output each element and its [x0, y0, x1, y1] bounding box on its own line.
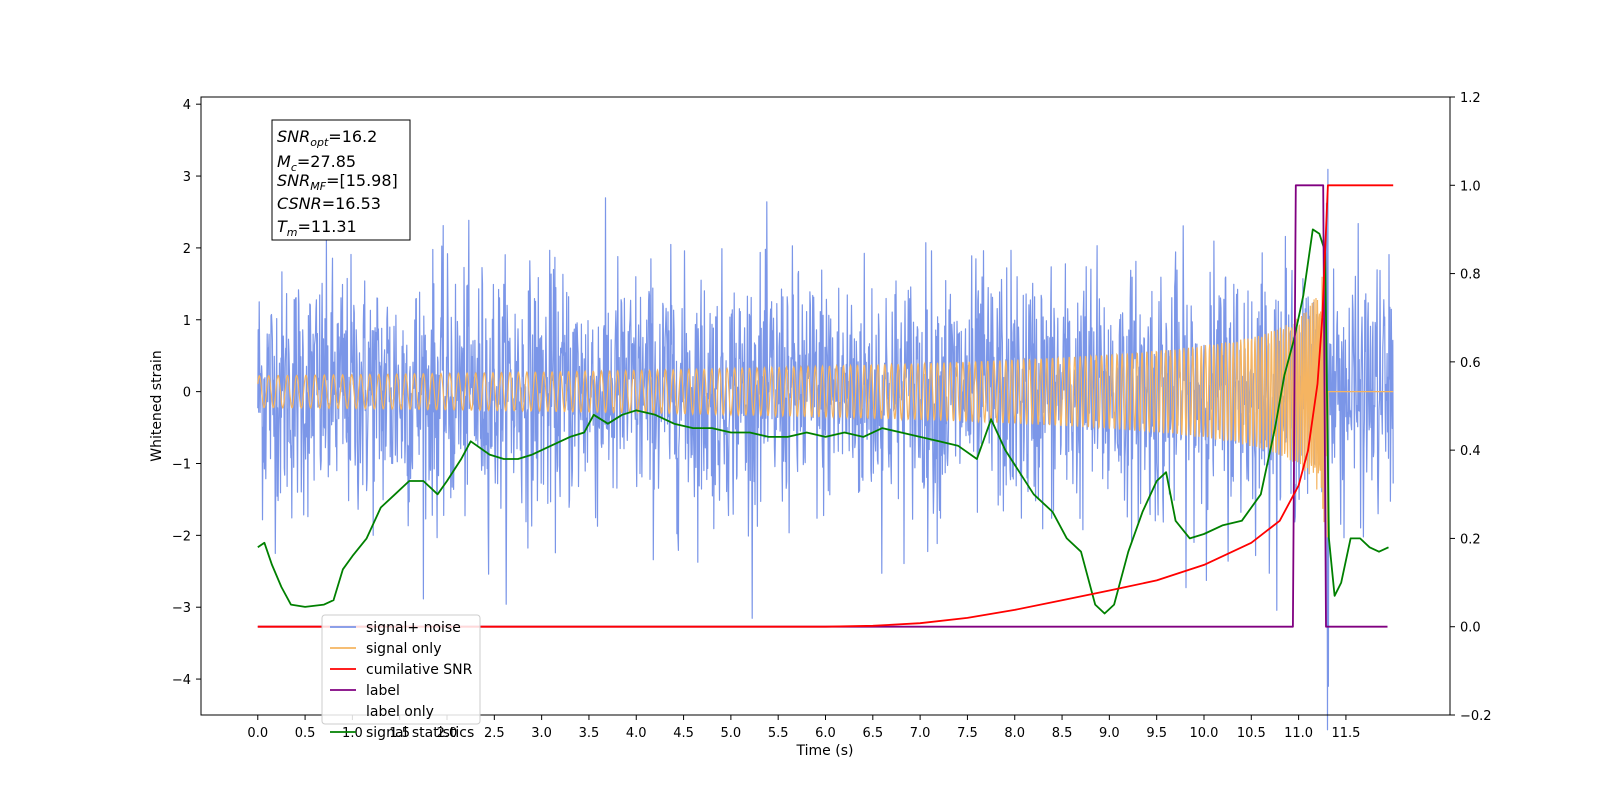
x-tick-label: 3.5: [579, 726, 600, 741]
legend-entry-label: cumilative SNR: [366, 662, 473, 678]
x-tick-label: 5.5: [768, 726, 789, 741]
plot-area: [257, 168, 1394, 731]
legend: signal+ noise signal only cumilative SNR la…: [321, 614, 481, 741]
y-left-tick-label: 3: [183, 170, 191, 185]
x-tick-label: 7.5: [957, 726, 978, 741]
annotation-line: SNRMF=[15.98]: [277, 171, 398, 193]
x-tick-label: 0.0: [247, 726, 268, 741]
y-left-tick-label: −1: [172, 457, 191, 472]
x-tick-label: 9.0: [1099, 726, 1120, 741]
y-axis-label-left: Whitened strain: [149, 350, 165, 461]
x-tick-label: 8.0: [1004, 726, 1025, 741]
y-right-tick-label: −0.2: [1460, 709, 1492, 724]
y-left-tick-label: 1: [183, 314, 191, 329]
x-tick-label: 10.5: [1237, 726, 1266, 741]
legend-entry-label: label: [366, 683, 400, 699]
x-tick-label: 6.5: [862, 726, 883, 741]
y-left-tick-label: −4: [172, 673, 191, 688]
x-tick-label: 7.0: [910, 726, 931, 741]
x-tick-label: 3.0: [531, 726, 552, 741]
y-left-tick-label: 0: [183, 386, 191, 401]
y-right-tick-label: 0.2: [1460, 532, 1481, 547]
x-tick-label: 6.0: [815, 726, 836, 741]
x-tick-label: 9.5: [1146, 726, 1167, 741]
series-signal-statistics: [257, 228, 1389, 615]
axis-ticks: 0.0 0.5 1.0 1.5 2.0 2.5 3.0 3.5 4.0 4.5 5.0 5.5 6.0 6…: [172, 91, 1492, 741]
legend-entry-label: signal only: [366, 641, 441, 657]
x-tick-label: 2.5: [484, 726, 505, 741]
y-left-tick-label: 4: [183, 98, 191, 113]
x-axis-label: Time (s): [796, 743, 854, 759]
annotation-frame: [271, 119, 411, 241]
x-tick-label: 0.5: [295, 726, 316, 741]
x-tick-label: 1.0: [342, 726, 363, 741]
y-left-tick-label: 2: [183, 242, 191, 257]
x-tick-label: 11.5: [1331, 726, 1360, 741]
y-right-tick-label: 0.8: [1460, 268, 1481, 283]
stats-annotation-box: SNRopt=16.2 Mc=27.85SNRMF=[15.98]CSNR=16.…: [271, 119, 411, 241]
annotation-line: CSNR=16.53: [277, 194, 381, 213]
x-tick-label: 5.0: [721, 726, 742, 741]
y-left-tick-label: −2: [172, 529, 191, 544]
annotation-line: Mc=27.85: [277, 152, 356, 174]
series-cumilative-snr: [257, 184, 1394, 628]
x-tick-label: 1.5: [389, 726, 410, 741]
legend-frame: [321, 614, 481, 725]
y-left-tick-label: −3: [172, 601, 191, 616]
y-right-tick-label: 1.2: [1460, 91, 1481, 106]
y-right-tick-label: 1.0: [1460, 179, 1481, 194]
series-label: [257, 184, 1388, 628]
y-right-tick-label: 0.6: [1460, 356, 1481, 371]
y-right-tick-label: 0.0: [1460, 621, 1481, 636]
legend-entry-label: signal+ noise: [366, 620, 461, 636]
annotation-line: SNRopt=16.2: [277, 127, 377, 149]
series-signal-only: [257, 264, 1394, 538]
x-tick-label: 8.5: [1052, 726, 1073, 741]
x-tick-label: 11.0: [1284, 726, 1313, 741]
legend-entry-label: signal statistics: [366, 725, 474, 741]
x-tick-label: 10.0: [1190, 726, 1219, 741]
annotation-line: Tm=11.31: [277, 217, 357, 239]
x-tick-label: 2.0: [437, 726, 458, 741]
x-tick-label: 4.0: [626, 726, 647, 741]
x-tick-label: 4.5: [673, 726, 694, 741]
y-right-tick-label: 0.4: [1460, 444, 1481, 459]
legend-entry-label: label only: [366, 704, 434, 720]
